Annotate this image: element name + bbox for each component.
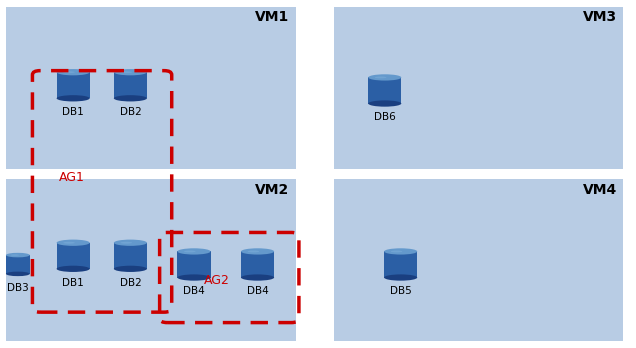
Text: DB2: DB2 [120, 278, 141, 287]
Ellipse shape [368, 74, 401, 81]
Bar [6, 255, 30, 274]
Ellipse shape [57, 69, 90, 75]
Ellipse shape [247, 251, 259, 252]
Bar [57, 72, 90, 98]
Ellipse shape [6, 253, 30, 257]
Ellipse shape [57, 95, 90, 102]
Text: DB6: DB6 [374, 112, 396, 122]
Ellipse shape [6, 272, 30, 276]
Ellipse shape [391, 251, 403, 252]
Ellipse shape [114, 69, 147, 75]
Bar [57, 243, 90, 269]
Ellipse shape [63, 242, 75, 244]
Bar [177, 251, 211, 278]
Text: VM3: VM3 [583, 10, 617, 24]
Ellipse shape [384, 248, 417, 255]
Ellipse shape [241, 248, 274, 255]
Ellipse shape [114, 95, 147, 102]
Ellipse shape [63, 71, 75, 73]
Ellipse shape [114, 266, 147, 272]
Ellipse shape [57, 239, 90, 246]
Ellipse shape [177, 248, 211, 255]
Ellipse shape [184, 251, 196, 252]
Text: AG1: AG1 [59, 171, 85, 184]
Ellipse shape [368, 100, 401, 106]
Ellipse shape [57, 266, 90, 272]
FancyBboxPatch shape [6, 7, 296, 169]
Ellipse shape [114, 239, 147, 246]
Text: VM2: VM2 [255, 183, 289, 197]
FancyBboxPatch shape [334, 179, 623, 341]
Ellipse shape [241, 274, 274, 280]
Text: DB3: DB3 [7, 283, 29, 293]
FancyBboxPatch shape [6, 179, 296, 341]
Bar [368, 78, 401, 104]
Bar [241, 251, 274, 278]
Text: DB1: DB1 [62, 278, 84, 287]
Ellipse shape [384, 274, 417, 280]
Text: DB4: DB4 [247, 286, 268, 296]
Bar [114, 72, 147, 98]
Text: VM1: VM1 [255, 10, 289, 24]
Ellipse shape [177, 274, 211, 280]
Text: AG2: AG2 [204, 274, 230, 287]
Text: DB2: DB2 [120, 107, 141, 117]
Ellipse shape [120, 71, 132, 73]
Ellipse shape [120, 242, 132, 244]
Ellipse shape [11, 254, 19, 256]
Text: VM4: VM4 [583, 183, 617, 197]
Bar [114, 243, 147, 269]
Ellipse shape [375, 77, 387, 78]
Text: DB1: DB1 [62, 107, 84, 117]
FancyBboxPatch shape [334, 7, 623, 169]
Text: DB5: DB5 [390, 286, 411, 296]
Text: DB4: DB4 [183, 286, 205, 296]
Bar [384, 251, 417, 278]
